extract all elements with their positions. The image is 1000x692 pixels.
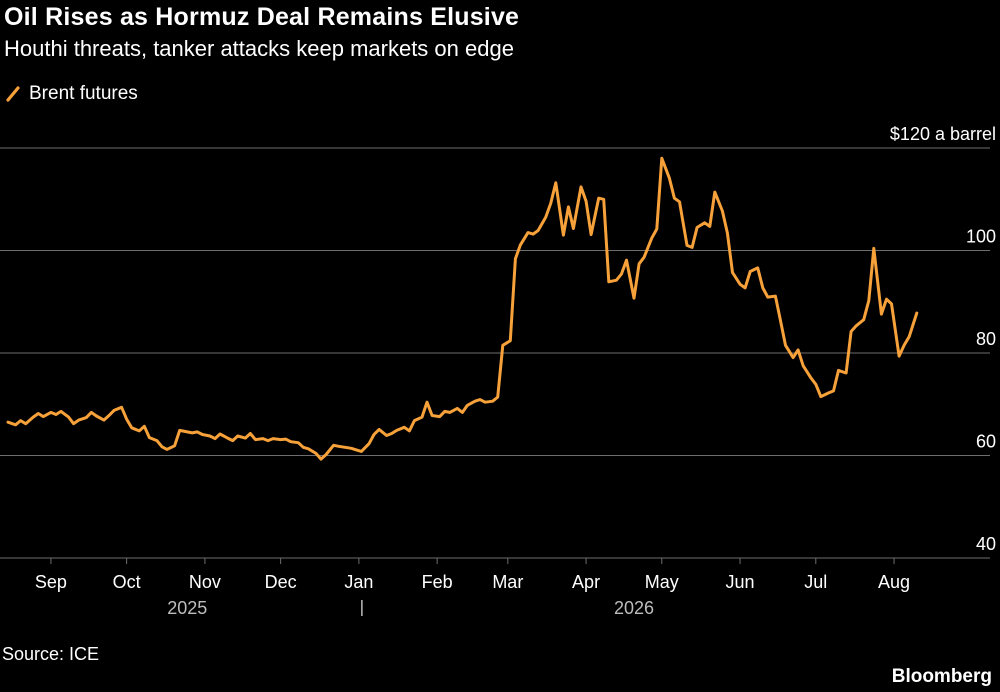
y-tick-label-100: 100 bbox=[966, 227, 996, 247]
legend-swatch-brent bbox=[6, 86, 20, 102]
y-tick-label-80: 80 bbox=[976, 329, 996, 349]
x-tick-label-jul: Jul bbox=[804, 572, 827, 592]
x-tick-label-sep: Sep bbox=[35, 572, 67, 592]
x-tick-label-jan: Jan bbox=[344, 572, 373, 592]
x-tick-label-nov: Nov bbox=[189, 572, 221, 592]
brent-futures-chart: 40 60 80 100 $120 a barrel Sep Oct Nov Dec Jan Feb… bbox=[0, 124, 996, 618]
chart-legend: Brent futures bbox=[6, 83, 138, 105]
y-tick-label-40: 40 bbox=[976, 534, 996, 554]
x-tick-label-dec: Dec bbox=[265, 572, 297, 592]
year-label-2026: 2026 bbox=[614, 598, 654, 618]
x-tick-label-oct: Oct bbox=[113, 572, 141, 592]
chart-title: Oil Rises as Hormuz Deal Remains Elusive bbox=[4, 3, 520, 31]
year-label-2025: 2025 bbox=[167, 598, 207, 618]
y-tick-label-120: $120 a barrel bbox=[890, 124, 996, 144]
bloomberg-logo: Bloomberg bbox=[891, 666, 992, 687]
y-tick-label-60: 60 bbox=[976, 432, 996, 452]
source-note: Source: ICE bbox=[2, 644, 100, 664]
x-tick-label-aug: Aug bbox=[878, 572, 910, 592]
x-tick-label-apr: Apr bbox=[572, 572, 600, 592]
x-tick-label-feb: Feb bbox=[422, 572, 453, 592]
legend-label-brent: Brent futures bbox=[29, 83, 138, 104]
x-tick-label-mar: Mar bbox=[492, 572, 523, 592]
x-tick-label-jun: Jun bbox=[726, 572, 755, 592]
x-tick-label-may: May bbox=[645, 572, 679, 592]
chart-subtitle: Houthi threats, tanker attacks keep mark… bbox=[4, 36, 514, 61]
series-line-brent-futures bbox=[6, 156, 919, 461]
